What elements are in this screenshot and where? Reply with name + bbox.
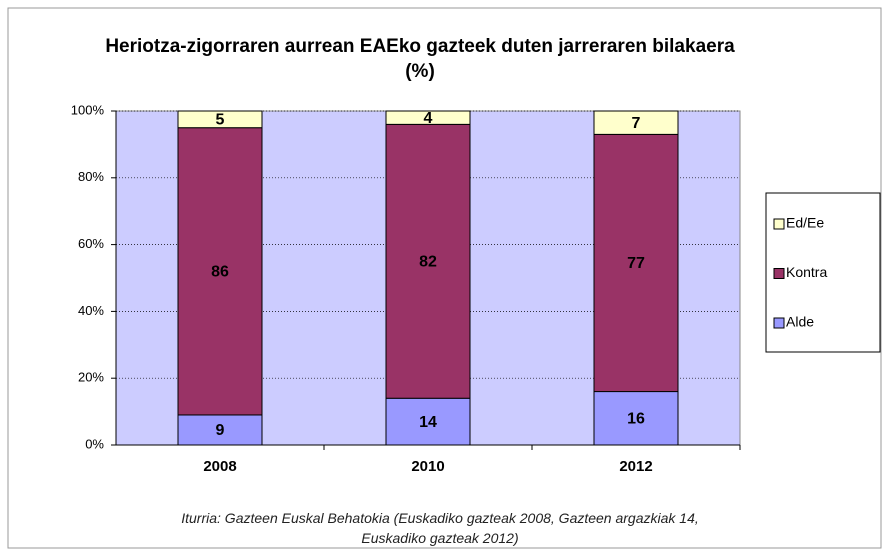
legend-swatch [773,268,785,279]
data-label: 82 [419,254,437,271]
bar-segment [177,414,263,446]
data-label: 9 [216,422,225,439]
legend-label: Ed/Ee [786,215,824,231]
x-tick-label: 2010 [411,458,444,475]
bar-segment [593,391,679,446]
legend-swatch [773,218,785,230]
y-tick-label: 100% [71,102,105,117]
bar-segment [177,127,263,416]
x-tick-label: 2012 [619,458,652,475]
x-tick-label: 2008 [203,458,236,475]
bar-segment [593,133,679,393]
legend-label: Kontra [786,264,827,280]
y-tick-label: 0% [85,436,104,451]
chart-title: Heriotza-zigorraren aurrean EAEko gaztee… [105,36,735,82]
y-tick-label: 20% [78,370,104,385]
bar-segment [385,123,471,399]
bar-segment [177,110,263,129]
legend-label: Alde [786,314,814,330]
data-label: 14 [419,414,437,431]
y-tick-label: 80% [78,169,104,184]
data-label: 16 [627,410,645,427]
data-label: 86 [211,264,229,281]
y-tick-label: 60% [78,236,104,251]
bar-segment [593,110,679,135]
data-label: 4 [424,110,433,127]
y-tick-label: 40% [78,303,104,318]
legend-box [765,192,881,353]
data-label: 5 [216,112,225,129]
data-label: 7 [632,115,641,132]
bar-segment [385,110,471,125]
source-note: Iturria: Gazteen Euskal Behatokia (Euska… [181,510,699,546]
data-label: 77 [627,255,645,272]
bar-segment [385,397,471,446]
legend-swatch [773,317,785,329]
